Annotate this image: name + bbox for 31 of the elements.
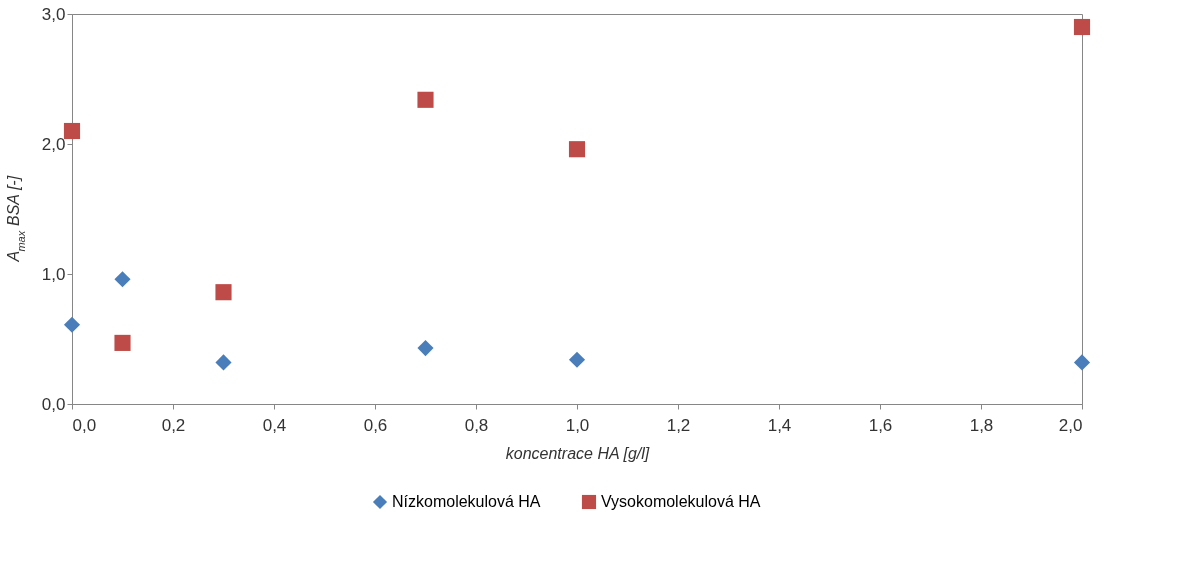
point [63, 316, 81, 333]
point [1073, 354, 1091, 371]
x-tick-label: 0,6 [363, 415, 388, 435]
point [114, 271, 131, 288]
x-tick-label: 2,0 [1058, 415, 1083, 435]
point [63, 122, 81, 140]
x-tick-label: 0,8 [464, 415, 489, 435]
x-tick-label: 1,4 [767, 415, 792, 435]
x-tick-label: 1,2 [666, 415, 691, 435]
x-axis-title: koncentrace HA [g/l] [505, 444, 650, 462]
legend-label: Vysokomolekulová HA [601, 493, 761, 510]
point [417, 340, 434, 357]
point [114, 334, 131, 351]
point [1073, 18, 1091, 36]
legend-label: Nízkomolekulová HA [392, 493, 541, 510]
x-tick-label: 1,8 [969, 415, 994, 435]
y-tick-label: 1,0 [41, 264, 66, 284]
x-tick-label: 0,2 [161, 415, 186, 435]
x-tick-label: 1,6 [868, 415, 893, 435]
x-tick-label: 0,4 [262, 415, 287, 435]
y-tick-label: 3,0 [41, 4, 66, 24]
point [568, 141, 586, 158]
x-tick-label: 0,0 [72, 415, 97, 435]
point [215, 284, 232, 301]
y-tick-label: 2,0 [41, 134, 66, 154]
point [568, 351, 586, 368]
point [215, 354, 232, 371]
x-tick-label: 1,0 [565, 415, 590, 435]
y-tick-label: 0,0 [41, 394, 66, 414]
point [417, 91, 434, 108]
y-axis-title: Amax BSA [-] [5, 175, 27, 263]
